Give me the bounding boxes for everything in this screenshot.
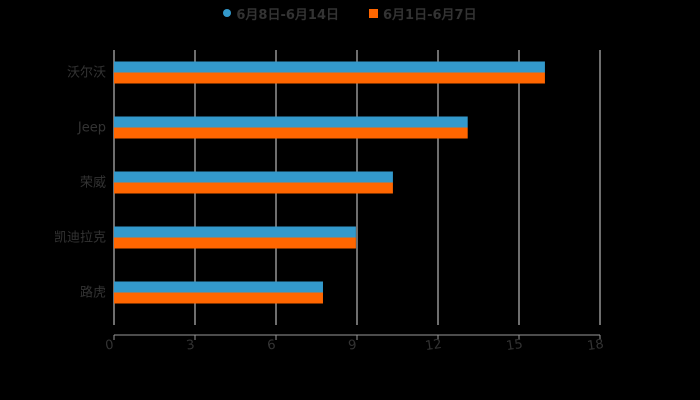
bar-series-1[interactable] xyxy=(114,281,323,293)
y-category-label: 凯迪拉克 xyxy=(54,231,106,246)
legend-square-icon xyxy=(369,8,379,18)
y-category-label: Jeep xyxy=(77,121,106,136)
x-tick-label: 6 xyxy=(266,338,276,354)
y-category-label: 荣威 xyxy=(80,176,106,191)
x-tick-label: 3 xyxy=(185,338,195,354)
x-axis: 0 3 6 9 12 15 18 xyxy=(104,334,605,354)
bar-series-2[interactable] xyxy=(114,182,393,194)
x-tick-label: 18 xyxy=(586,337,604,354)
x-tick-label: 12 xyxy=(424,337,442,354)
x-tick-label: 9 xyxy=(347,338,357,354)
legend-label: 6月1日-6月7日 xyxy=(383,7,477,23)
legend-label: 6月8日-6月14日 xyxy=(236,7,340,23)
chart-legend: 6月8日-6月14日 6月1日-6月7日 xyxy=(0,4,700,23)
legend-circle-icon xyxy=(223,9,232,17)
bar-series-1[interactable] xyxy=(114,61,545,73)
y-category-label: 路虎 xyxy=(80,285,106,301)
x-tick-label: 0 xyxy=(104,338,114,354)
bar-series-1[interactable] xyxy=(114,171,393,183)
y-category-label: 沃尔沃 xyxy=(67,66,106,81)
bar-series-2[interactable] xyxy=(114,127,468,139)
bar-series-1[interactable] xyxy=(114,116,468,128)
legend-item-series-1[interactable]: 6月8日-6月14日 xyxy=(223,4,339,23)
bar-series-2[interactable] xyxy=(114,292,323,304)
bar-series-2[interactable] xyxy=(114,237,356,249)
bar-series-2[interactable] xyxy=(114,72,545,84)
bars xyxy=(114,61,545,304)
legend-item-series-2[interactable]: 6月1日-6月7日 xyxy=(369,4,477,23)
bar-series-1[interactable] xyxy=(114,226,356,238)
x-tick-label: 15 xyxy=(505,337,523,354)
